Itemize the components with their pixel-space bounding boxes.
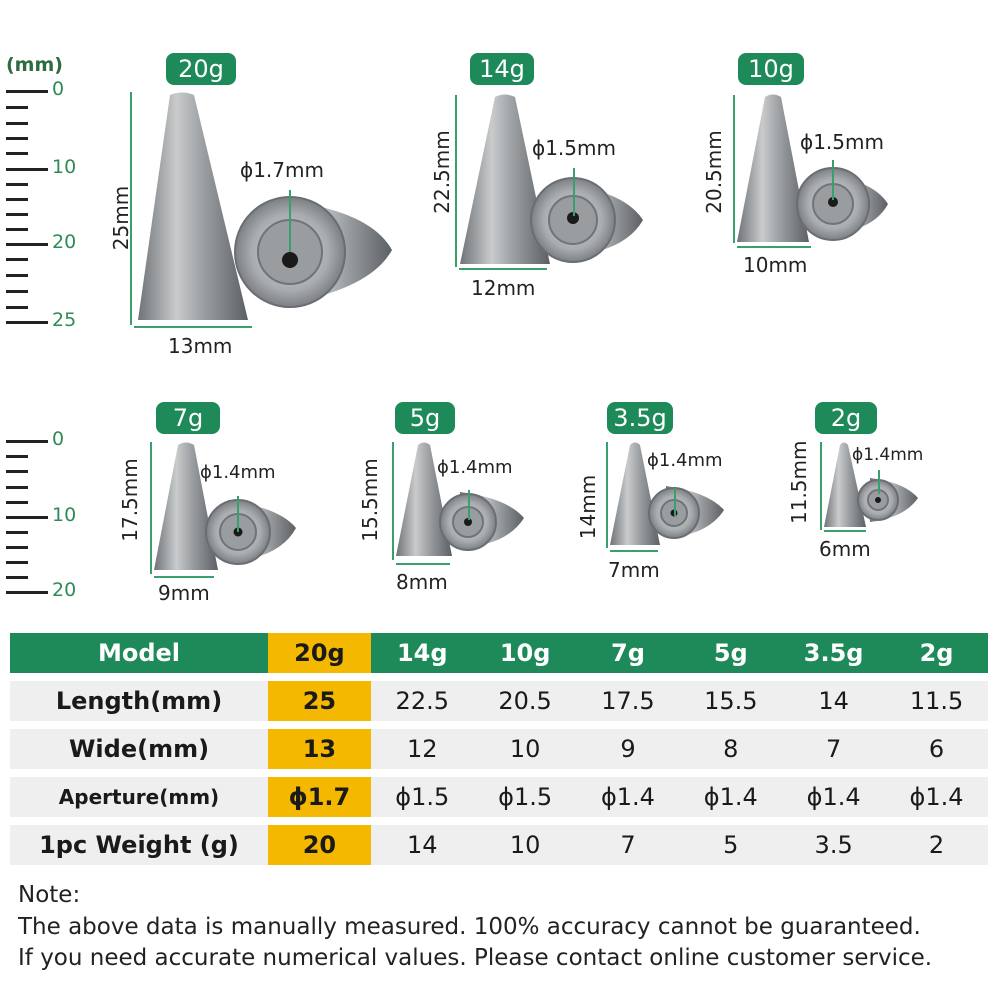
sinker-image — [154, 442, 296, 570]
height-label: 14mm — [576, 474, 600, 540]
sinker-image — [138, 92, 392, 320]
table-cell: 9 — [576, 729, 680, 769]
table-cell: ϕ1.5 — [370, 777, 474, 817]
height-label: 20.5mm — [702, 130, 726, 214]
height-label: 11.5mm — [787, 440, 811, 525]
table-cell: 25 — [268, 681, 371, 721]
table-cell: 22.5 — [370, 681, 474, 721]
table-cell: 7 — [576, 825, 680, 865]
note-line: The above data is manually measured. 100… — [18, 914, 921, 940]
sinker-image — [610, 442, 724, 545]
table-cell: 20.5 — [473, 681, 577, 721]
table-cell: 10 — [473, 825, 577, 865]
table-cell: ϕ1.4 — [576, 777, 680, 817]
table-cell: 7 — [782, 729, 886, 769]
weight-badge: 20g — [166, 53, 236, 85]
sinker-image — [396, 442, 524, 556]
table-cell: ϕ1.4 — [679, 777, 783, 817]
table-header-row: Model 20g 14g 10g 7g 5g 3.5g 2g — [10, 633, 988, 673]
row-label: Aperture(mm) — [10, 777, 268, 817]
row-label: Wide(mm) — [10, 729, 268, 769]
width-label: 10mm — [743, 253, 808, 277]
table-cell: ϕ1.4 — [782, 777, 886, 817]
table-cell: 17.5 — [576, 681, 680, 721]
header-cell: 2g — [885, 633, 988, 673]
table-cell: 13 — [268, 729, 371, 769]
aperture-label: ϕ1.4mm — [647, 450, 723, 471]
sinker-image — [737, 94, 888, 242]
note-title: Note: — [18, 882, 81, 908]
header-cell: 7g — [576, 633, 680, 673]
weight-badge: 5g — [395, 402, 455, 434]
ruler-label: 10 — [52, 504, 77, 526]
header-cell: 3.5g — [782, 633, 886, 673]
ruler-label: 10 — [52, 156, 77, 178]
table-cell: ϕ1.5 — [473, 777, 577, 817]
height-label: 17.5mm — [118, 458, 142, 542]
header-cell: 14g — [370, 633, 474, 673]
table-row: Length(mm) 25 22.5 20.5 17.5 15.5 14 11.… — [10, 681, 988, 721]
weight-badge: 3.5g — [607, 402, 673, 434]
height-label: 15.5mm — [358, 458, 382, 542]
weight-badge: 10g — [738, 53, 804, 85]
table-cell: 14 — [370, 825, 474, 865]
table-row: Wide(mm) 13 12 10 9 8 7 6 — [10, 729, 988, 769]
table-cell: 15.5 — [679, 681, 783, 721]
note-line: If you need accurate numerical values. P… — [18, 945, 933, 971]
table-cell: 20 — [268, 825, 371, 865]
spec-table: Model 20g 14g 10g 7g 5g 3.5g 2g Length(m… — [10, 625, 988, 873]
ruler-label: 20 — [52, 579, 77, 601]
table-cell: 14 — [782, 681, 886, 721]
table-cell: 3.5 — [782, 825, 886, 865]
table-cell: 5 — [679, 825, 783, 865]
width-label: 12mm — [471, 276, 536, 300]
aperture-label: ϕ1.7mm — [240, 158, 324, 182]
ruler-label: 20 — [52, 231, 77, 253]
height-label: 25mm — [109, 185, 133, 251]
aperture-label: ϕ1.4mm — [437, 457, 513, 478]
width-label: 13mm — [168, 334, 233, 358]
ruler-label: 0 — [52, 428, 65, 450]
table-cell: 10 — [473, 729, 577, 769]
table-cell: 8 — [679, 729, 783, 769]
ruler-label: 25 — [52, 309, 77, 331]
sinker-image — [824, 442, 918, 527]
unit-label: (mm) — [6, 54, 63, 76]
table-cell: 6 — [885, 729, 988, 769]
weight-badge: 2g — [815, 402, 877, 434]
table-cell: ϕ1.4 — [885, 777, 988, 817]
row-label: 1pc Weight (g) — [10, 825, 268, 865]
table-cell: 11.5 — [885, 681, 988, 721]
row-label: Length(mm) — [10, 681, 268, 721]
table-cell: ϕ1.7 — [268, 777, 371, 817]
aperture-label: ϕ1.4mm — [200, 462, 276, 483]
header-cell: 10g — [473, 633, 577, 673]
table-row: Aperture(mm) ϕ1.7 ϕ1.5 ϕ1.5 ϕ1.4 ϕ1.4 ϕ1… — [10, 777, 988, 817]
aperture-label: ϕ1.5mm — [532, 136, 616, 160]
table-cell: 2 — [885, 825, 988, 865]
ruler-label: 0 — [52, 78, 65, 100]
weight-badge: 7g — [156, 402, 220, 434]
table-row: 1pc Weight (g) 20 14 10 7 5 3.5 2 — [10, 825, 988, 865]
height-label: 22.5mm — [430, 130, 454, 214]
aperture-label: ϕ1.5mm — [800, 130, 884, 154]
sinker-image — [460, 94, 643, 264]
width-label: 9mm — [158, 581, 210, 605]
weight-badge: 14g — [470, 53, 534, 85]
width-label: 6mm — [819, 537, 871, 561]
width-label: 7mm — [608, 558, 660, 582]
table-cell: 12 — [370, 729, 474, 769]
aperture-label: ϕ1.4mm — [852, 445, 924, 465]
header-cell: Model — [10, 633, 268, 673]
header-cell: 5g — [679, 633, 783, 673]
header-cell: 20g — [268, 633, 371, 673]
width-label: 8mm — [396, 570, 448, 594]
